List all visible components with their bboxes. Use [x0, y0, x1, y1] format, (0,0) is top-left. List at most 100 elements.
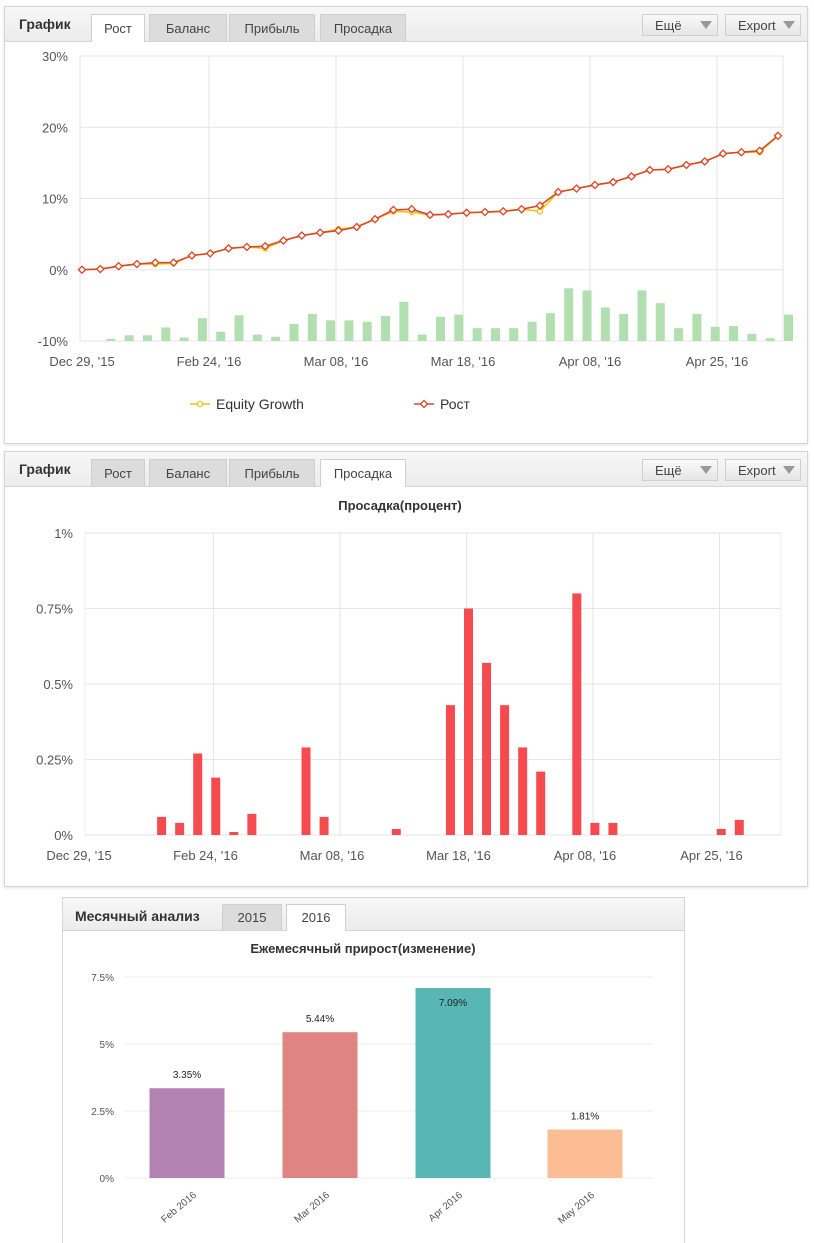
x-tick-label: Apr 25, '16	[686, 354, 748, 369]
dropdown-arrow-icon	[783, 466, 795, 474]
growth-point	[718, 149, 728, 159]
growth-bar	[637, 290, 647, 341]
growth-point	[95, 264, 105, 274]
tab-drawdown[interactable]: Просадка	[320, 14, 406, 41]
y-tick-label: 0%	[100, 1174, 115, 1185]
growth-point	[700, 157, 710, 166]
growth-bar	[399, 301, 409, 341]
growth-point	[150, 258, 160, 268]
growth-bar	[490, 328, 500, 341]
tab-profit[interactable]: Прибыль	[229, 459, 315, 486]
export-menu-label: Export	[738, 463, 776, 478]
panel-title: График	[19, 461, 71, 477]
drawdown-bar	[193, 753, 203, 835]
x-tick-label: Feb 24, '16	[173, 848, 238, 863]
growth-bar	[545, 313, 555, 341]
growth-bar	[710, 326, 720, 341]
growth-bar	[454, 314, 464, 341]
growth-point	[297, 231, 307, 240]
drawdown-bar	[211, 777, 221, 835]
growth-bar	[307, 313, 317, 341]
more-menu-button[interactable]: Ещё	[642, 14, 718, 36]
growth-point	[443, 209, 453, 219]
x-tick-label: Mar 18, '16	[431, 354, 496, 369]
growth-point	[334, 226, 343, 235]
x-tick-label: Apr 08, '16	[554, 848, 616, 863]
growth-bar	[289, 323, 299, 341]
y-tick-label: 5%	[100, 1040, 115, 1051]
growth-bar	[655, 303, 665, 341]
x-tick-label: Dec 29, '15	[46, 848, 111, 863]
monthly-growth-chart: Ежемесячный прирост(изменение) 7.5% 5% 2.5%…	[91, 941, 653, 1227]
growth-point	[553, 187, 563, 197]
growth-bar	[142, 335, 152, 341]
growth-point	[224, 243, 233, 253]
growth-point	[480, 207, 490, 217]
tab-growth[interactable]: Рост	[91, 14, 145, 42]
growth-bar	[784, 314, 793, 341]
growth-point	[132, 259, 142, 269]
growth-bar	[472, 328, 482, 341]
growth-point	[388, 205, 398, 215]
export-menu-button[interactable]: Export	[725, 459, 801, 481]
tab-growth[interactable]: Рост	[91, 459, 145, 486]
legend-marker-growth	[419, 399, 429, 409]
growth-point	[77, 265, 87, 275]
growth-bar	[692, 313, 702, 341]
x-tick-label: Apr 2016	[427, 1190, 465, 1225]
growth-point	[645, 165, 655, 175]
dropdown-arrow-icon	[700, 466, 712, 474]
drawdown-bar	[175, 822, 185, 835]
drawdown-bar	[247, 813, 257, 835]
growth-point	[572, 184, 581, 193]
export-menu-button[interactable]: Export	[725, 14, 801, 36]
growth-bar	[674, 328, 684, 341]
y-tick-label: 0%	[54, 828, 73, 843]
legend-marker-equity	[196, 400, 204, 408]
growth-bar	[106, 338, 116, 341]
more-menu-label: Ещё	[655, 463, 682, 478]
y-tick-label: -10%	[38, 334, 69, 349]
drawdown-bar	[482, 662, 492, 835]
bar-value-label: 5.44%	[306, 1014, 334, 1025]
tab-profit[interactable]: Прибыль	[229, 14, 315, 41]
drawdown-bar	[464, 608, 473, 835]
x-tick-label: Feb 24, '16	[177, 354, 242, 369]
growth-chart-panel: График Рост Баланс Прибыль Просадка Ещё …	[4, 6, 808, 444]
more-menu-button[interactable]: Ещё	[642, 459, 718, 481]
monthly-bar	[415, 987, 491, 1178]
chart-title: Просадка(процент)	[338, 498, 462, 513]
growth-point	[627, 171, 636, 181]
x-tick-label: Mar 2016	[292, 1190, 332, 1226]
growth-point	[462, 208, 472, 218]
drawdown-bar	[229, 831, 239, 835]
tab-year-2016[interactable]: 2016	[286, 904, 346, 931]
drawdown-bar	[590, 822, 600, 835]
growth-point	[169, 258, 178, 268]
growth-point	[736, 147, 746, 157]
bar-value-label: 3.35%	[173, 1070, 201, 1081]
y-tick-label: 0.75%	[36, 602, 73, 617]
monthly-bar	[547, 1129, 623, 1178]
drawdown-bar	[391, 828, 401, 835]
growth-bar	[252, 334, 262, 341]
tab-drawdown[interactable]: Просадка	[320, 459, 406, 487]
tab-balance[interactable]: Баланс	[149, 14, 227, 41]
drawdown-bar	[445, 705, 455, 835]
growth-point	[205, 248, 215, 258]
drawdown-bar	[500, 705, 510, 835]
tab-year-2015[interactable]: 2015	[222, 904, 282, 930]
growth-bar	[564, 288, 574, 341]
legend-label-growth: Рост	[440, 396, 471, 412]
y-tick-label: 0%	[49, 263, 68, 278]
tab-balance[interactable]: Баланс	[149, 459, 227, 486]
growth-point	[608, 177, 618, 187]
drawdown-bar	[572, 593, 582, 835]
growth-point	[187, 251, 197, 260]
growth-point	[498, 206, 508, 216]
dropdown-arrow-icon	[783, 21, 795, 29]
growth-point	[260, 241, 270, 251]
x-tick-label: Mar 18, '16	[426, 848, 491, 863]
growth-chart: 30% 20% 10% 0% -10% Dec 29, '15 Feb 24, '16 Mar…	[38, 49, 793, 412]
growth-bar	[326, 320, 336, 341]
